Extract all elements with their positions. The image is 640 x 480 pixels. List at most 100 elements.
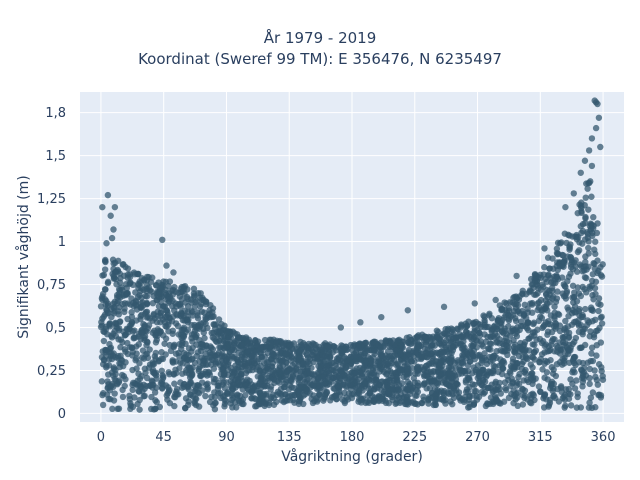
data-point [368,377,375,384]
x-tick-label: 45 [155,430,172,445]
data-point [553,273,561,281]
data-point [99,272,106,279]
data-point [406,390,414,398]
data-point [97,303,105,310]
data-point [100,313,107,320]
data-point [182,395,190,402]
data-point [543,278,551,286]
data-point [447,385,454,392]
data-point [592,250,599,258]
data-point [129,386,136,394]
data-point [202,392,209,400]
data-point [118,284,125,291]
data-point [397,350,404,358]
data-point [421,333,429,341]
data-point [528,301,536,308]
data-point [546,287,553,295]
data-point [590,296,597,303]
data-point [437,355,445,363]
data-point [323,388,330,396]
data-point [587,328,594,335]
data-point [599,376,607,383]
data-point [321,381,328,388]
data-point [384,389,392,396]
data-point [467,358,474,365]
data-point [549,385,557,392]
data-point [227,364,235,372]
data-point [320,374,327,381]
data-point [199,370,206,377]
data-point [264,377,272,385]
data-point [107,396,114,403]
data-point [511,293,518,301]
data-point [135,387,142,395]
data-point [158,355,165,362]
data-point [203,345,210,352]
data-point [544,293,551,301]
data-point [108,234,116,242]
data-point [582,194,589,201]
data-point [501,306,509,313]
data-point [211,335,218,342]
data-point [587,225,595,233]
data-point [566,359,573,366]
data-point [538,339,546,347]
data-point [506,368,514,375]
data-point [163,392,170,399]
data-point [503,300,510,307]
data-point [161,340,168,347]
data-point [537,313,544,320]
data-point [149,359,156,366]
data-point [115,311,123,318]
data-point [158,367,165,374]
data-point [133,355,140,362]
data-point [300,360,307,368]
x-tick-label: 270 [465,430,490,445]
data-point [543,396,550,403]
data-point [115,405,123,412]
data-point [361,362,368,369]
data-point [560,326,568,333]
data-point [134,270,141,278]
data-point [541,264,548,271]
data-point [143,299,150,307]
data-point [137,288,144,295]
data-point [530,319,538,326]
data-point [104,191,112,199]
data-point [442,344,450,351]
data-point [463,322,471,330]
data-point [579,378,587,386]
data-point [568,258,576,266]
data-point [126,325,133,332]
data-point [134,400,141,408]
data-point [393,396,400,403]
data-point [176,341,183,348]
data-point [583,274,590,282]
data-point [348,373,355,381]
data-point [386,343,393,351]
y-tick-label: 1,8 [45,106,66,121]
data-point [295,376,302,383]
data-point [331,392,339,399]
data-point [551,309,558,316]
data-point [565,333,573,341]
data-point [458,345,466,352]
data-point [303,379,311,386]
data-point [579,220,587,228]
data-point [578,229,585,237]
data-point [556,240,564,247]
data-point [587,357,594,365]
data-point [169,302,176,310]
data-point [581,157,589,164]
data-point [472,366,480,374]
data-point [167,347,175,355]
data-point [117,294,124,301]
data-point [229,381,237,388]
data-point [593,352,600,359]
data-point [189,344,196,352]
data-point [595,391,602,399]
data-point [546,265,553,272]
data-point [571,308,578,316]
data-point [566,246,573,253]
data-point [510,364,517,371]
